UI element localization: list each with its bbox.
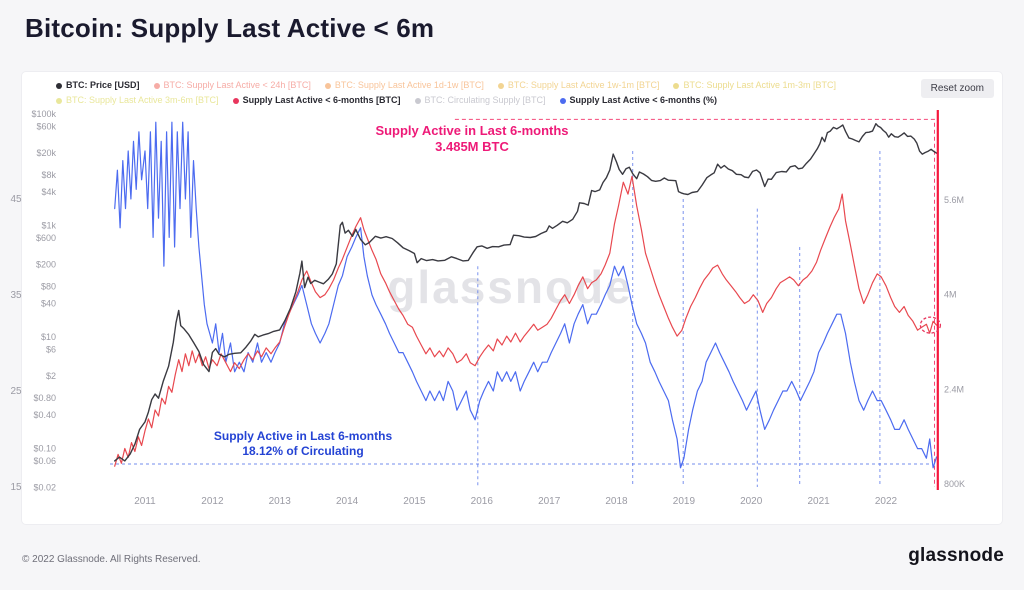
legend-item[interactable]: BTC: Price [USD]	[56, 79, 140, 92]
chart-legend: BTC: Price [USD] BTC: Supply Last Active …	[56, 79, 916, 107]
price-axis-tick: $100k	[31, 109, 56, 119]
annotation-supply-pct-line2: 18.12% of Circulating	[242, 444, 364, 458]
legend-dot-icon	[232, 97, 239, 104]
series-supply-pct-line	[114, 121, 938, 469]
legend-item[interactable]: BTC: Supply Last Active 1m-3m [BTC]	[673, 79, 836, 92]
annotation-supply-btc-line2: 3.485M BTC	[435, 139, 509, 154]
legend-item[interactable]: BTC: Supply Last Active 1d-1w [BTC]	[324, 79, 484, 92]
x-axis-year-tick: 2017	[538, 496, 561, 507]
page-title: Bitcoin: Supply Last Active < 6m	[25, 13, 435, 43]
series-price-line	[113, 122, 938, 462]
series-supply-btc-line	[114, 175, 938, 467]
percent-axis-tick: 25	[10, 386, 22, 397]
legend-label: BTC: Supply Last Active < 24h [BTC]	[163, 80, 311, 90]
reset-zoom-button[interactable]: Reset zoom	[920, 79, 994, 98]
annotation-supply-pct-line1: Supply Active in Last 6-months	[213, 429, 393, 443]
annotation-supply-pct: Supply Active in Last 6-months 18.12% of…	[195, 429, 411, 459]
price-axis-tick: $0.40	[33, 410, 56, 420]
x-axis-year-tick: 2015	[403, 496, 426, 507]
x-axis-year-tick: 2014	[336, 496, 359, 507]
percent-axis-tick: 45	[10, 194, 22, 205]
price-axis-tick: $80	[41, 282, 56, 292]
annotation-supply-btc: Supply Active in Last 6-months 3.485M BT…	[348, 123, 596, 155]
annotation-supply-btc-line1: Supply Active in Last 6-months	[375, 123, 569, 138]
legend-dot-icon	[56, 82, 62, 89]
x-axis-year-tick: 2021	[807, 496, 830, 507]
legend-label: Supply Last Active < 6-months (%)	[569, 95, 717, 105]
price-axis-tick: $0.10	[33, 444, 56, 454]
x-axis-year-tick: 2011	[134, 496, 156, 507]
price-axis-tick: $40	[41, 298, 56, 308]
supply-axis-tick: 2.4M	[944, 384, 964, 394]
legend-dot-icon	[673, 82, 680, 89]
percent-axis-tick: 15	[10, 482, 22, 493]
legend-dot-icon	[56, 97, 62, 104]
price-axis-tick: $0.80	[33, 393, 56, 403]
red-dashed-guide	[454, 118, 935, 487]
legend-dot-icon	[324, 82, 331, 89]
legend-item[interactable]: BTC: Supply Last Active < 24h [BTC]	[153, 79, 311, 92]
price-axis-tick: $2	[46, 371, 56, 381]
x-axis-year-tick: 2013	[269, 496, 292, 507]
x-axis-year-tick: 2022	[875, 496, 898, 507]
price-axis-tick: $4k	[41, 187, 56, 197]
legend-dot-icon	[414, 97, 421, 104]
price-axis-tick: $0.06	[33, 456, 56, 466]
legend-dot-icon	[559, 97, 566, 104]
glassnode-watermark: glassnode	[387, 261, 633, 313]
price-axis-tick: $6	[46, 344, 56, 354]
legend-item[interactable]: BTC: Supply Last Active 1w-1m [BTC]	[497, 79, 660, 92]
price-axis-tick: $20k	[36, 148, 56, 158]
legend-item[interactable]: BTC: Circulating Supply [BTC]	[414, 94, 546, 107]
legend-label: BTC: Price [USD]	[66, 80, 140, 90]
legend-item[interactable]: BTC: Supply Last Active 3m-6m [BTC]	[56, 94, 219, 107]
legend-dot-icon	[497, 82, 504, 89]
price-axis-tick: $10	[41, 332, 56, 342]
legend-label: BTC: Supply Last Active 3m-6m [BTC]	[66, 95, 219, 105]
legend-label: BTC: Circulating Supply [BTC]	[424, 95, 546, 105]
price-axis-tick: $0.02	[33, 483, 56, 493]
legend-item[interactable]: Supply Last Active < 6-months (%)	[559, 94, 717, 107]
percent-axis-tick: 35	[10, 290, 22, 301]
x-axis-year-tick: 2020	[740, 496, 763, 507]
price-axis-tick: $60k	[36, 121, 56, 131]
price-axis-tick: $200	[36, 260, 56, 270]
x-axis-year-tick: 2012	[201, 496, 224, 507]
legend-dot-icon	[153, 82, 160, 89]
price-axis-tick: $8k	[41, 170, 56, 180]
glassnode-logo: glassnode	[908, 545, 1004, 566]
supply-axis-tick: 4M	[944, 290, 957, 300]
x-axis-year-tick: 2018	[605, 496, 628, 507]
x-axis-year-tick: 2019	[673, 496, 696, 507]
legend-label: BTC: Supply Last Active 1m-3m [BTC]	[683, 80, 837, 90]
supply-axis-tick: 800K	[944, 479, 965, 489]
legend-label: BTC: Supply Last Active 1d-1w [BTC]	[334, 80, 484, 90]
price-axis-tick: $1k	[41, 221, 56, 231]
x-axis-year-tick: 2016	[471, 496, 494, 507]
chart-card	[22, 72, 1002, 524]
supply-axis-tick: 5.6M	[944, 195, 964, 205]
price-axis-tick: $600	[36, 233, 56, 243]
legend-label: Supply Last Active < 6-months [BTC]	[242, 95, 401, 105]
legend-item[interactable]: Supply Last Active < 6-months [BTC]	[232, 94, 401, 107]
footer-copyright: © 2022 Glassnode. All Rights Reserved.	[22, 554, 201, 565]
legend-label: BTC: Supply Last Active 1w-1m [BTC]	[507, 80, 660, 90]
endpoint-highlight-circle	[919, 316, 942, 334]
